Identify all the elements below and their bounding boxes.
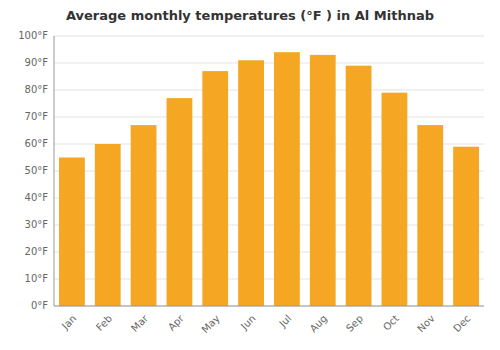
chart: 0°F 10°F 20°F 30°F 40°F 50°F 60°F 70°F 80°F 90°F 1… (0, 0, 500, 350)
x-tick-label: Oct (381, 313, 401, 333)
y-tick-label: 80°F (25, 84, 49, 95)
y-axis-line (54, 36, 55, 306)
x-axis-line (54, 306, 484, 307)
bar (274, 52, 300, 306)
bar (310, 55, 336, 306)
bar (167, 98, 193, 306)
y-tick-label: 50°F (25, 165, 49, 176)
y-tick-label: 90°F (25, 57, 49, 68)
bars (59, 52, 479, 306)
x-tick-label: Feb (94, 313, 114, 333)
y-tick-label: 70°F (25, 111, 49, 122)
grid (54, 36, 484, 306)
x-tick-label: Dec (451, 313, 472, 334)
bar (131, 125, 157, 306)
x-tick-label: Sep (344, 313, 365, 334)
bar (346, 66, 372, 306)
chart-container: 0°F 10°F 20°F 30°F 40°F 50°F 60°F 70°F 80°F 90°F 1… (0, 0, 500, 350)
bar (417, 125, 443, 306)
grid-line (54, 63, 484, 64)
y-tick-label: 30°F (25, 219, 49, 230)
grid-line (54, 306, 484, 307)
background (0, 0, 500, 350)
x-tick-label: Apr (166, 312, 187, 333)
grid-line (54, 90, 484, 91)
y-tick-label: 0°F (31, 300, 48, 311)
y-tick-label: 20°F (25, 246, 49, 257)
y-tick-label: 10°F (25, 273, 49, 284)
x-tick-label: Jul (276, 313, 293, 330)
y-axis: 0°F 10°F 20°F 30°F 40°F 50°F 60°F 70°F 80°F 90°F 1… (18, 30, 48, 311)
y-tick-label: 60°F (25, 138, 49, 149)
y-tick-label: 40°F (25, 192, 49, 203)
bar (59, 158, 85, 307)
x-tick-label: Aug (308, 313, 330, 335)
grid-line (54, 117, 484, 118)
y-tick-label: 100°F (18, 30, 48, 41)
x-tick-label: Jan (59, 313, 78, 332)
x-tick-label: Jun (238, 313, 258, 333)
bar (238, 60, 264, 306)
grid-line (54, 36, 484, 37)
title: Average monthly temperatures (°F ) in Al… (66, 8, 434, 23)
bar (202, 71, 228, 306)
x-tick-label: Nov (415, 313, 437, 335)
x-axis: Jan Feb Mar Apr May Jun Jul Aug Sep Oct Nov Dec (54, 36, 484, 335)
bar (453, 147, 479, 306)
x-tick-label: Mar (129, 312, 151, 334)
bar (95, 144, 121, 306)
bar (382, 93, 408, 306)
x-tick-label: May (199, 313, 221, 335)
